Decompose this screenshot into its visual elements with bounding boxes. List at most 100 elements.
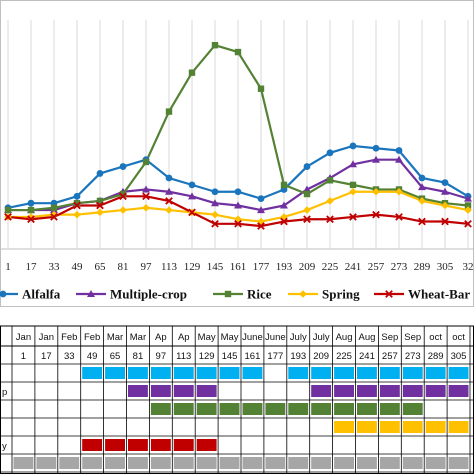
x-tick-label: 145 — [207, 261, 224, 273]
month-header: June — [265, 332, 286, 343]
month-header: Feb — [84, 332, 100, 343]
stage-cell — [173, 403, 194, 415]
x-tick-label: 97 — [141, 261, 153, 273]
x-tick-label: 161 — [230, 261, 247, 273]
stage-cell — [379, 385, 400, 397]
day-header: 65 — [110, 351, 121, 362]
legend-label: Alfalfa — [22, 287, 61, 302]
data-point-multiple-crop — [464, 194, 472, 202]
legend-marker — [87, 290, 95, 297]
stage-cell — [425, 367, 446, 379]
stage-cell — [128, 385, 148, 397]
data-point-spring — [418, 197, 426, 205]
data-point-spring — [165, 206, 173, 214]
month-header: oct — [429, 332, 442, 343]
row-label: y — [2, 441, 7, 452]
day-header: 273 — [405, 351, 421, 362]
stage-cell — [379, 367, 400, 379]
legend-marker — [299, 290, 307, 298]
data-point-multiple-crop — [372, 155, 380, 163]
data-point-alfalfa — [96, 170, 104, 177]
stage-cell — [196, 385, 217, 397]
data-point-alfalfa — [395, 147, 403, 154]
legend-label: Wheat-Bar — [408, 287, 470, 302]
month-header: Ap — [155, 332, 167, 343]
stage-cell — [334, 421, 354, 433]
data-point-rice — [257, 85, 265, 92]
stage-cell — [334, 403, 354, 415]
data-point-wheat-bar — [257, 222, 265, 230]
stage-cell — [379, 457, 400, 469]
x-tick-label: 32 — [463, 261, 474, 273]
stage-cell — [311, 403, 332, 415]
stage-cell — [311, 385, 332, 397]
month-header: May — [221, 332, 239, 343]
data-point-alfalfa — [234, 188, 242, 196]
data-point-multiple-crop — [211, 199, 219, 207]
stage-cell — [242, 403, 263, 415]
month-header: Mar — [107, 332, 123, 343]
day-header: 49 — [87, 351, 98, 362]
data-point-spring — [395, 187, 403, 196]
day-header: 289 — [428, 351, 444, 362]
data-point-multiple-crop — [234, 201, 242, 209]
x-tick-label: 225 — [322, 261, 339, 273]
data-point-alfalfa — [27, 199, 35, 207]
stage-cell — [265, 403, 286, 415]
data-point-wheat-bar — [326, 215, 334, 224]
stage-cell — [196, 367, 217, 379]
stage-cell — [402, 367, 423, 379]
data-point-wheat-bar — [418, 217, 426, 226]
month-header: Sep — [381, 332, 398, 343]
legend-label: Multiple-crop — [110, 287, 187, 302]
day-header: 145 — [222, 351, 238, 362]
data-point-multiple-crop — [280, 201, 288, 209]
calendar-table: Jan Jan Feb Feb Mar Mar Ap Ap May May June June July… — [0, 325, 474, 474]
series-markers — [4, 41, 472, 230]
data-point-wheat-bar — [211, 219, 219, 228]
stage-cell — [311, 367, 332, 379]
day-header: 33 — [64, 351, 75, 362]
month-header: oct — [452, 332, 465, 343]
data-point-wheat-bar — [27, 215, 35, 224]
data-point-wheat-bar — [234, 219, 242, 228]
stage-cell — [219, 457, 240, 469]
data-point-rice — [349, 181, 357, 189]
data-point-rice — [50, 204, 58, 211]
stage-cell — [379, 403, 400, 415]
data-point-multiple-crop — [441, 187, 449, 195]
stage-cell — [311, 457, 332, 469]
data-point-wheat-bar — [165, 197, 173, 205]
month-header: May — [198, 332, 216, 343]
month-header: Feb — [61, 332, 77, 343]
legend-marker — [385, 290, 393, 298]
day-header: 209 — [313, 351, 329, 362]
day-header: 161 — [245, 351, 261, 362]
data-point-spring — [349, 187, 357, 196]
data-point-rice — [96, 197, 104, 205]
x-tick-label: 65 — [95, 261, 107, 273]
day-header: 113 — [176, 351, 191, 362]
stage-cell — [242, 457, 263, 469]
stage-cell — [334, 367, 354, 379]
data-point-wheat-bar — [188, 208, 196, 217]
data-point-alfalfa — [165, 174, 173, 182]
stage-cell — [59, 457, 80, 469]
legend-item-multiple-crop: Multiple-crop — [76, 287, 187, 302]
stage-cell — [219, 367, 240, 379]
data-point-alfalfa — [326, 149, 334, 157]
stage-cell — [13, 457, 34, 469]
stage-cell — [402, 385, 423, 397]
data-point-spring — [441, 201, 449, 210]
day-header: 225 — [336, 351, 352, 362]
day-header: 129 — [199, 351, 215, 362]
stage-cell — [196, 439, 217, 451]
data-point-alfalfa — [73, 192, 81, 200]
month-header: Ap — [178, 332, 190, 343]
x-tick-label: 129 — [184, 261, 201, 273]
data-point-rice — [464, 202, 472, 209]
stage-cell — [242, 367, 263, 379]
legend-label: Rice — [247, 287, 272, 302]
data-point-wheat-bar — [119, 192, 127, 201]
stage-cell — [288, 403, 309, 415]
